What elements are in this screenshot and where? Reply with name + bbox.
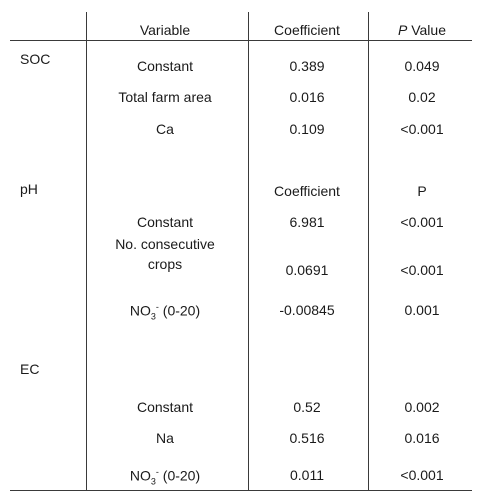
ec-row-1-coefficient: 0.52	[293, 399, 321, 415]
soc-row-1-coefficient: 0.389	[289, 58, 325, 74]
ph-row-3-coefficient: -0.00845	[279, 302, 335, 318]
soc-row-3-p: <0.001	[400, 121, 444, 137]
header-coefficient: Coefficient	[274, 22, 340, 38]
ph-row-2-coefficient: 0.0691	[285, 262, 329, 278]
ph-row-3-p: 0.001	[404, 302, 440, 318]
soc-row-2-p: 0.02	[408, 89, 436, 105]
ec-row-3-variable-suffix: (0-20)	[158, 467, 201, 484]
ph-row-1-variable: Constant	[136, 214, 194, 230]
header-p-value: P Value	[398, 22, 446, 38]
soc-row-3-coefficient: 0.109	[289, 121, 325, 137]
ec-row-3-coefficient: 0.011	[290, 467, 324, 483]
ph-row-2-variable: No. consecutive crops	[115, 236, 215, 272]
ph-row-1-coefficient: 6.981	[289, 214, 325, 230]
vertical-rule-1	[86, 12, 87, 490]
ph-coefficient-header: Coefficient	[274, 183, 340, 199]
ph-row-3-variable-suffix: (0-20)	[158, 302, 201, 319]
ph-row-3-variable-sup: -	[155, 302, 159, 312]
ph-row-3-variable-sub: 3	[150, 311, 156, 322]
ec-row-1-variable: Constant	[136, 399, 194, 415]
ec-row-1-p: 0.002	[404, 399, 440, 415]
ph-row-1-p: <0.001	[400, 214, 444, 230]
soc-row-1-p: 0.049	[404, 58, 440, 74]
ec-row-3-p: <0.001	[400, 467, 444, 483]
bottom-rule	[10, 490, 472, 491]
vertical-rule-2	[248, 12, 249, 490]
ec-row-2-p: 0.016	[404, 430, 440, 446]
section-label-ph: pH	[20, 181, 38, 197]
ph-p-header: P	[417, 183, 427, 199]
ec-row-3-variable-sup: -	[155, 467, 159, 477]
header-p-rest: Value	[407, 22, 447, 38]
ec-row-3-variable-base: NO	[129, 467, 151, 484]
header-rule	[10, 40, 472, 41]
ec-row-3-variable-sub: 3	[150, 476, 156, 487]
ph-row-2-p: <0.001	[400, 262, 444, 278]
ec-row-3-variable: NO3- (0-20)	[130, 467, 200, 486]
soc-row-1-variable: Constant	[136, 58, 194, 74]
vertical-rule-3	[368, 12, 369, 490]
soc-row-2-variable: Total farm area	[118, 89, 212, 105]
ec-row-2-variable: Na	[156, 430, 174, 446]
ph-row-3-variable-base: NO	[129, 302, 151, 319]
ec-row-2-coefficient: 0.516	[289, 430, 325, 446]
header-p-italic: P	[397, 22, 408, 38]
soc-row-2-coefficient: 0.016	[289, 89, 325, 105]
soc-row-3-variable: Ca	[156, 121, 174, 137]
ph-row-3-variable: NO3- (0-20)	[130, 302, 200, 321]
section-label-ec: EC	[20, 361, 40, 377]
section-label-soc: SOC	[20, 51, 51, 67]
header-variable: Variable	[139, 22, 191, 38]
